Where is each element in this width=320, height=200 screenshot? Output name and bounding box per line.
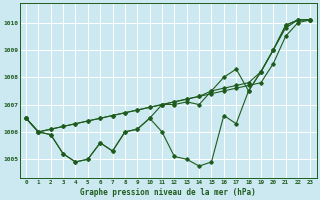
X-axis label: Graphe pression niveau de la mer (hPa): Graphe pression niveau de la mer (hPa): [80, 188, 256, 197]
